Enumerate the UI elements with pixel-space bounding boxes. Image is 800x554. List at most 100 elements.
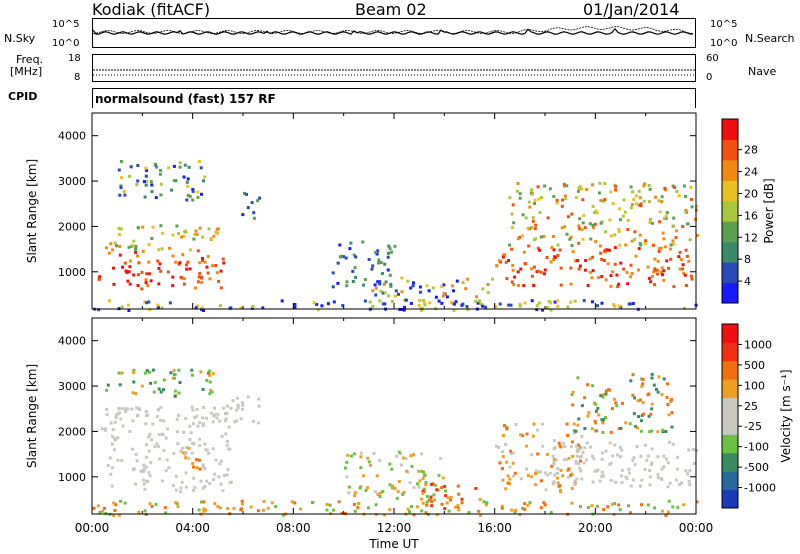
data-cell — [669, 243, 673, 247]
data-cell — [578, 455, 582, 459]
data-cell — [241, 213, 245, 217]
data-cell — [358, 486, 362, 490]
data-cell — [440, 502, 444, 506]
data-cell — [194, 458, 198, 462]
colorbar-tick-label: 8 — [744, 253, 751, 266]
data-cell — [250, 201, 254, 205]
data-cell — [193, 486, 197, 489]
data-cell — [661, 273, 664, 277]
data-cell — [457, 508, 461, 512]
data-cell — [143, 300, 147, 304]
data-cell — [113, 509, 117, 512]
data-cell — [177, 413, 181, 417]
data-cell — [142, 478, 146, 482]
data-cell — [583, 427, 587, 430]
data-cell — [137, 510, 141, 514]
data-cell — [421, 489, 425, 493]
data-cell — [687, 479, 691, 483]
data-cell — [552, 439, 556, 443]
data-cell — [200, 308, 203, 312]
colorbar-tick-label: 500 — [744, 359, 765, 372]
data-cell — [202, 509, 206, 513]
data-cell — [563, 445, 567, 448]
data-cell — [528, 205, 532, 209]
data-cell — [553, 255, 556, 258]
data-cell — [256, 199, 260, 203]
colorbar-tick-label: 24 — [744, 166, 758, 179]
data-cell — [526, 474, 530, 477]
data-cell — [118, 244, 122, 248]
data-cell — [671, 224, 675, 228]
data-cell — [609, 461, 613, 465]
data-cell — [542, 272, 546, 276]
data-cell — [105, 413, 109, 417]
cpid-label: CPID — [8, 90, 38, 103]
data-cell — [611, 454, 615, 458]
data-cell — [270, 501, 274, 505]
data-cell — [535, 308, 539, 312]
colorbar-frame — [721, 323, 739, 509]
data-cell — [351, 269, 355, 273]
data-cell — [530, 274, 534, 278]
data-cell — [345, 475, 349, 479]
data-cell — [417, 303, 421, 307]
data-cell — [570, 440, 574, 444]
data-cell — [607, 248, 611, 252]
data-cell — [382, 282, 386, 286]
data-cell — [424, 483, 428, 487]
data-cell — [502, 253, 505, 257]
data-cell — [177, 391, 181, 395]
data-cell — [111, 428, 115, 431]
data-cell — [648, 469, 652, 472]
data-cell — [642, 184, 646, 188]
data-cell — [128, 265, 132, 269]
data-cell — [522, 250, 526, 254]
data-cell — [601, 395, 605, 399]
data-cell — [534, 483, 537, 487]
data-cell — [571, 454, 575, 458]
data-cell — [577, 241, 581, 245]
data-cell — [377, 261, 380, 265]
data-cell — [372, 452, 376, 456]
data-cell — [586, 414, 590, 418]
data-cell — [518, 302, 522, 306]
data-cell — [508, 482, 511, 486]
data-cell — [401, 492, 405, 496]
data-cell — [200, 500, 203, 504]
data-cell — [646, 393, 650, 397]
nsky-trace — [93, 26, 694, 35]
data-cell — [509, 449, 513, 453]
data-cell — [218, 419, 222, 423]
data-cell — [572, 422, 576, 426]
data-cell — [158, 172, 162, 176]
data-cell — [153, 380, 157, 384]
data-cell — [641, 377, 645, 381]
data-cell — [630, 203, 634, 207]
data-cell — [388, 273, 392, 277]
data-cell — [144, 166, 148, 170]
data-cell — [634, 254, 638, 258]
data-cell — [423, 303, 427, 307]
data-cell — [631, 373, 635, 377]
data-cell — [556, 467, 560, 471]
data-cell — [643, 467, 647, 471]
data-cell — [137, 261, 141, 265]
data-cell — [456, 504, 460, 508]
data-cell — [664, 430, 668, 433]
data-cell — [550, 464, 554, 468]
data-cell — [349, 454, 353, 458]
data-cell — [491, 277, 494, 281]
data-cell — [415, 505, 419, 509]
data-cell — [536, 470, 540, 474]
data-cell — [118, 411, 121, 415]
data-cell — [666, 403, 670, 406]
data-cell — [646, 265, 650, 269]
data-cell — [198, 421, 202, 425]
data-cell — [218, 462, 222, 466]
data-cell — [406, 507, 410, 511]
data-cell — [424, 481, 428, 484]
data-cell — [664, 217, 668, 221]
data-cell — [516, 182, 520, 185]
colorbar-swatch — [722, 397, 738, 417]
data-cell — [628, 302, 632, 306]
